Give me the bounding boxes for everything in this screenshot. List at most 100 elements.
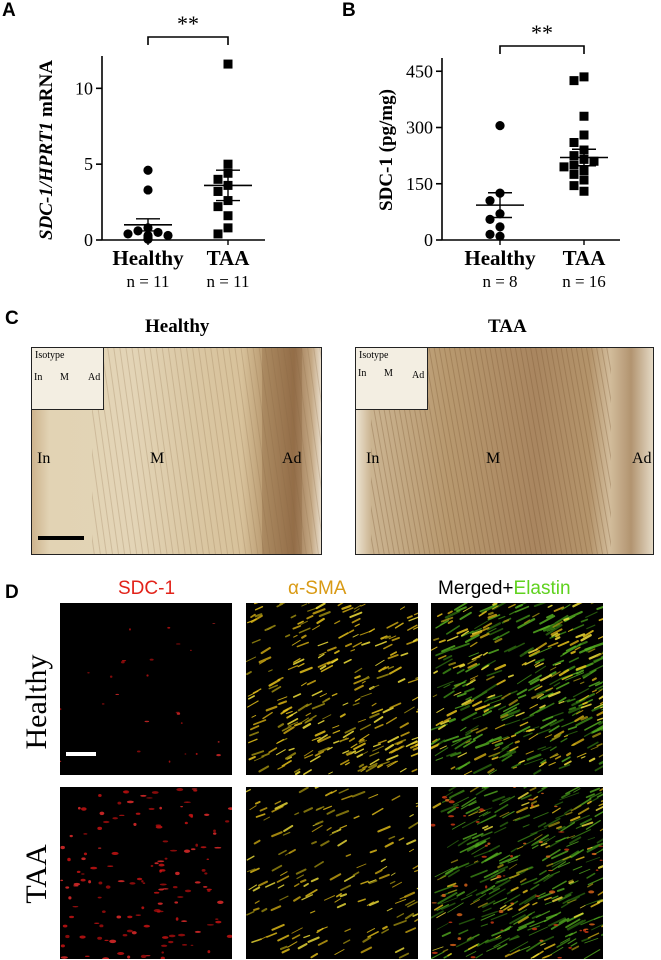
- fluorescence-signal: [458, 918, 475, 925]
- fluorescence-signal: [278, 700, 288, 705]
- fluorescence-signal: [548, 869, 553, 872]
- fluorescence-signal: [442, 948, 449, 953]
- fluorescence-signal: [533, 769, 542, 775]
- fluorescence-signal: [496, 875, 502, 879]
- fluorescence-signal: [559, 792, 580, 801]
- fluorescence-signal: [460, 726, 467, 732]
- fluorescence-signal: [358, 740, 367, 744]
- fluorescence-signal: [456, 913, 463, 917]
- fluorescence-signal: [517, 792, 529, 800]
- fluorescence-signal: [311, 824, 323, 833]
- fluorescence-signal: [484, 936, 502, 944]
- fluorescence-signal: [542, 716, 554, 722]
- fluorescence-signal: [522, 838, 537, 847]
- fluorescence-signal: [596, 711, 603, 717]
- fluorescence-signal: [599, 859, 603, 861]
- inset-layer-m: M: [384, 368, 393, 379]
- panel-label-b: B: [342, 0, 356, 21]
- fluorescence-signal: [326, 809, 336, 815]
- fluorescence-signal: [382, 706, 394, 714]
- fluorescence-signal: [591, 677, 597, 682]
- fluorescence-signal: [494, 663, 507, 671]
- fluorescence-signal: [354, 667, 363, 674]
- fluorescence-signal: [251, 714, 257, 718]
- fluorescence-signal: [550, 850, 569, 860]
- fluorescence-signal: [567, 919, 586, 931]
- fluorescence-signal: [353, 742, 366, 751]
- y-axis-label: SDC-1/HPRT1 mRNA: [36, 60, 57, 240]
- fluorescence-signal: [492, 746, 510, 758]
- fluorescence-signal: [437, 613, 443, 617]
- fluorescence-signal: [558, 669, 570, 677]
- fluorescence-signal: [260, 646, 271, 655]
- fluorescence-signal: [181, 920, 188, 923]
- merged-label: Merged+: [438, 578, 514, 599]
- fluorescence-signal: [435, 658, 453, 669]
- fluorescence-signal: [584, 642, 603, 651]
- fluorescence-signal: [448, 718, 456, 723]
- fluorescence-signal: [543, 874, 554, 882]
- fluorescence-signal: [470, 956, 476, 959]
- fluorescence-signal: [509, 949, 521, 956]
- fluorescence-signal: [246, 868, 256, 873]
- fluorescence-signal: [489, 736, 502, 743]
- fluorescence-signal: [598, 687, 603, 691]
- fluorescence-signal: [461, 796, 477, 808]
- fluorescence-signal: [255, 813, 266, 818]
- fluorescence-signal: [188, 813, 194, 817]
- fluorescence-signal: [528, 650, 541, 657]
- fluorescence-signal: [540, 719, 557, 730]
- fluorescence-signal: [388, 835, 396, 840]
- fluorescence-signal: [104, 939, 109, 942]
- fluorescence-signal: [571, 710, 581, 717]
- fluorescence-signal: [180, 805, 184, 808]
- fluorescence-signal: [516, 806, 529, 814]
- fluorescence-signal: [470, 727, 479, 732]
- fluorescence-signal: [73, 885, 79, 887]
- fluorescence-signal: [565, 811, 573, 816]
- fluorescence-signal: [151, 791, 159, 794]
- fluorescence-signal: [333, 740, 340, 744]
- fluorescence-signal: [445, 866, 458, 875]
- data-point: [485, 196, 495, 206]
- fluorescence-signal: [595, 869, 599, 871]
- fluorescence-signal: [140, 954, 147, 959]
- fluorescence-signal: [405, 740, 418, 748]
- fluorescence-signal: [314, 750, 325, 757]
- fluorescence-signal: [543, 817, 561, 828]
- fluorescence-signal: [400, 652, 409, 657]
- fluorescence-signal: [270, 905, 282, 912]
- fluorescence-signal: [499, 811, 510, 818]
- fluorescence-signal: [368, 879, 378, 885]
- fluorescence-signal: [579, 904, 586, 909]
- fluorescence-signal: [329, 830, 338, 836]
- fluorescence-signal: [561, 756, 571, 763]
- data-point: [569, 160, 579, 170]
- fluorescence-signal: [450, 766, 456, 770]
- fluorescence-signal: [159, 806, 162, 810]
- isotype-inset-taa: Isotype In M Ad: [356, 348, 428, 410]
- fluorescence-signal: [438, 639, 446, 644]
- fluorescence-signal: [582, 672, 591, 678]
- fluorescence-signal: [592, 727, 603, 734]
- y-tick-label: 5: [84, 154, 93, 174]
- fluorescence-signal: [486, 944, 501, 952]
- fluorescence-signal: [109, 939, 117, 944]
- fluorescence-signal: [544, 734, 553, 738]
- fluorescence-signal: [404, 891, 416, 898]
- fluorescence-signal: [465, 663, 481, 673]
- fluorescence-signal: [575, 633, 586, 639]
- fluorescence-signal: [276, 875, 290, 883]
- fluorescence-signal: [485, 885, 488, 889]
- fluorescence-signal: [537, 822, 547, 828]
- fluorescence-signal: [354, 675, 361, 680]
- fluorescence-signal: [566, 752, 572, 757]
- fluorescence-signal: [81, 873, 85, 875]
- fluorescence-signal: [513, 913, 533, 925]
- fluorescence-signal: [443, 655, 453, 661]
- fluorescence-signal: [555, 633, 561, 638]
- data-point: [579, 111, 589, 121]
- fluorescence-signal: [596, 605, 603, 611]
- fluorescence-signal: [157, 860, 165, 863]
- fluorescence-signal: [447, 889, 457, 894]
